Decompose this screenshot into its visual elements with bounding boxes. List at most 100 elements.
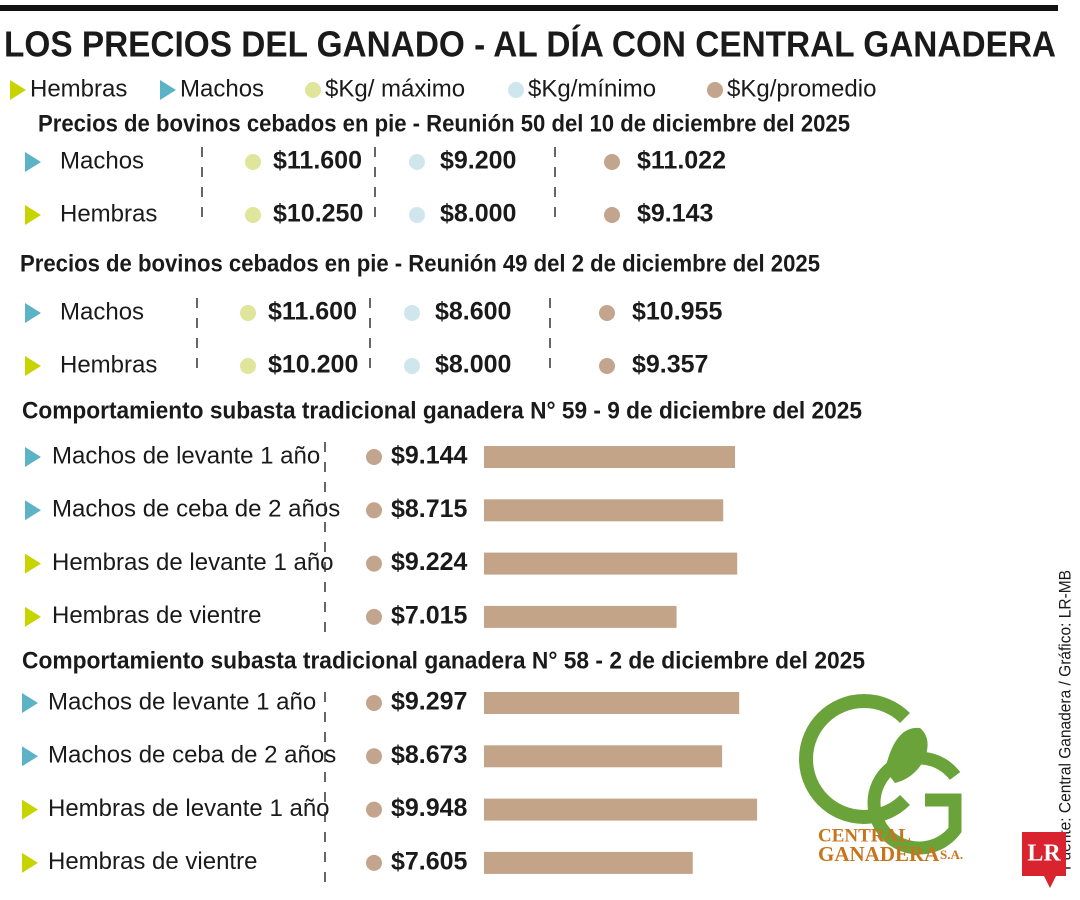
dot — [366, 695, 382, 711]
logo-g2 — [867, 751, 962, 855]
dot — [599, 305, 615, 321]
bar — [484, 851, 693, 874]
row-label: Hembras de vientre — [52, 602, 261, 629]
marker — [22, 799, 38, 820]
section-title: Precios de bovinos cebados en pie - Reun… — [38, 110, 850, 137]
price: $9.224 — [391, 548, 468, 576]
legend-label: $Kg/ máximo — [325, 75, 465, 102]
brand-box — [1022, 832, 1066, 876]
marker — [160, 80, 176, 100]
price: $9.143 — [637, 200, 713, 228]
dot — [404, 305, 420, 321]
dot — [404, 358, 420, 374]
bar — [484, 605, 677, 628]
dot — [240, 358, 256, 374]
logo-text: CENTRAL — [818, 825, 911, 846]
row-label: Hembras de levante 1 año — [48, 795, 330, 822]
price: $11.022 — [637, 147, 726, 175]
price: $10.250 — [273, 200, 363, 228]
row-label: Machos de ceba de 2 años — [52, 496, 340, 523]
source: Fuente: Central Ganadera / Gráfico: LR-M… — [1055, 570, 1074, 870]
logo: CENTRAL GANADERA S.A. — [798, 694, 963, 866]
legend-label: $Kg/promedio — [727, 75, 876, 102]
dot — [366, 854, 382, 871]
brand-tail — [1044, 876, 1056, 888]
price: $8.000 — [435, 351, 511, 379]
marker — [22, 852, 38, 873]
price: $10.200 — [268, 351, 358, 379]
row-label: Machos de levante 1 año — [52, 442, 320, 469]
marker — [25, 205, 41, 225]
bar — [484, 552, 738, 575]
marker — [25, 500, 41, 521]
price: $9.357 — [632, 351, 708, 379]
legend-label: Machos — [180, 75, 264, 102]
marker — [22, 693, 38, 713]
price: $8.600 — [435, 298, 511, 326]
marker — [25, 606, 41, 627]
bar — [484, 446, 736, 468]
dot — [366, 608, 382, 625]
row-label: Hembras — [60, 351, 157, 378]
section-title: Comportamiento subasta tradicional ganad… — [22, 647, 865, 674]
marker — [25, 356, 41, 376]
dot — [604, 207, 620, 223]
brand: LR — [1027, 841, 1061, 867]
price: $9.948 — [391, 794, 468, 822]
section-title: Precios de bovinos cebados en pie - Reun… — [20, 250, 820, 277]
price: $9.297 — [391, 688, 467, 716]
dot — [508, 82, 524, 98]
row-label: Hembras de levante 1 año — [52, 549, 334, 576]
price: $8.000 — [440, 200, 516, 228]
dot — [366, 449, 382, 465]
logo-g1 — [798, 694, 910, 824]
marker — [25, 553, 41, 574]
marker — [22, 746, 38, 767]
price: $7.605 — [391, 848, 468, 876]
logo-head — [885, 727, 928, 783]
bar — [484, 798, 758, 821]
logo-text: GANADERA — [818, 842, 940, 866]
row-label: Machos — [60, 298, 144, 325]
dot — [599, 358, 615, 374]
title: LOS PRECIOS DEL GANADO - AL DÍA CON CENT… — [4, 24, 1056, 65]
bar — [484, 745, 723, 768]
price: $7.015 — [391, 602, 468, 630]
dot — [305, 82, 321, 98]
dot — [366, 502, 382, 519]
marker — [10, 80, 26, 100]
dot — [707, 82, 723, 98]
logo-suffix: S.A. — [940, 847, 963, 862]
dot — [409, 207, 425, 223]
dot — [366, 748, 382, 765]
marker — [25, 303, 41, 323]
price: $10.955 — [632, 298, 722, 326]
bar — [484, 692, 740, 714]
dot — [245, 154, 261, 170]
dot — [366, 801, 382, 818]
dot — [409, 154, 425, 170]
price: $8.673 — [391, 741, 467, 769]
row-label: Hembras de vientre — [48, 848, 257, 875]
row-label: Machos de levante 1 año — [48, 688, 316, 715]
price: $8.715 — [391, 495, 468, 523]
price: $9.144 — [391, 442, 468, 470]
dot — [245, 207, 261, 223]
top-rule — [0, 5, 1058, 11]
dot — [240, 305, 256, 321]
marker — [25, 447, 41, 467]
row-label: Machos — [60, 147, 144, 174]
section-title: Comportamiento subasta tradicional ganad… — [22, 397, 862, 424]
price: $9.200 — [440, 147, 516, 175]
row-label: Machos de ceba de 2 años — [48, 742, 336, 769]
legend-label: Hembras — [30, 75, 127, 102]
dot — [604, 154, 620, 170]
dot — [366, 555, 382, 572]
price: $11.600 — [268, 298, 357, 326]
legend-label: $Kg/mínimo — [528, 75, 656, 102]
marker — [25, 152, 41, 172]
row-label: Hembras — [60, 200, 157, 227]
bar — [484, 499, 724, 522]
price: $11.600 — [273, 147, 362, 175]
